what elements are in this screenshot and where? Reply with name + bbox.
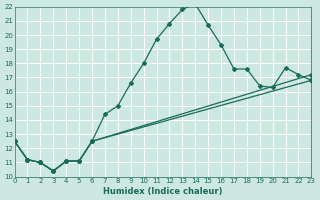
X-axis label: Humidex (Indice chaleur): Humidex (Indice chaleur) (103, 187, 223, 196)
